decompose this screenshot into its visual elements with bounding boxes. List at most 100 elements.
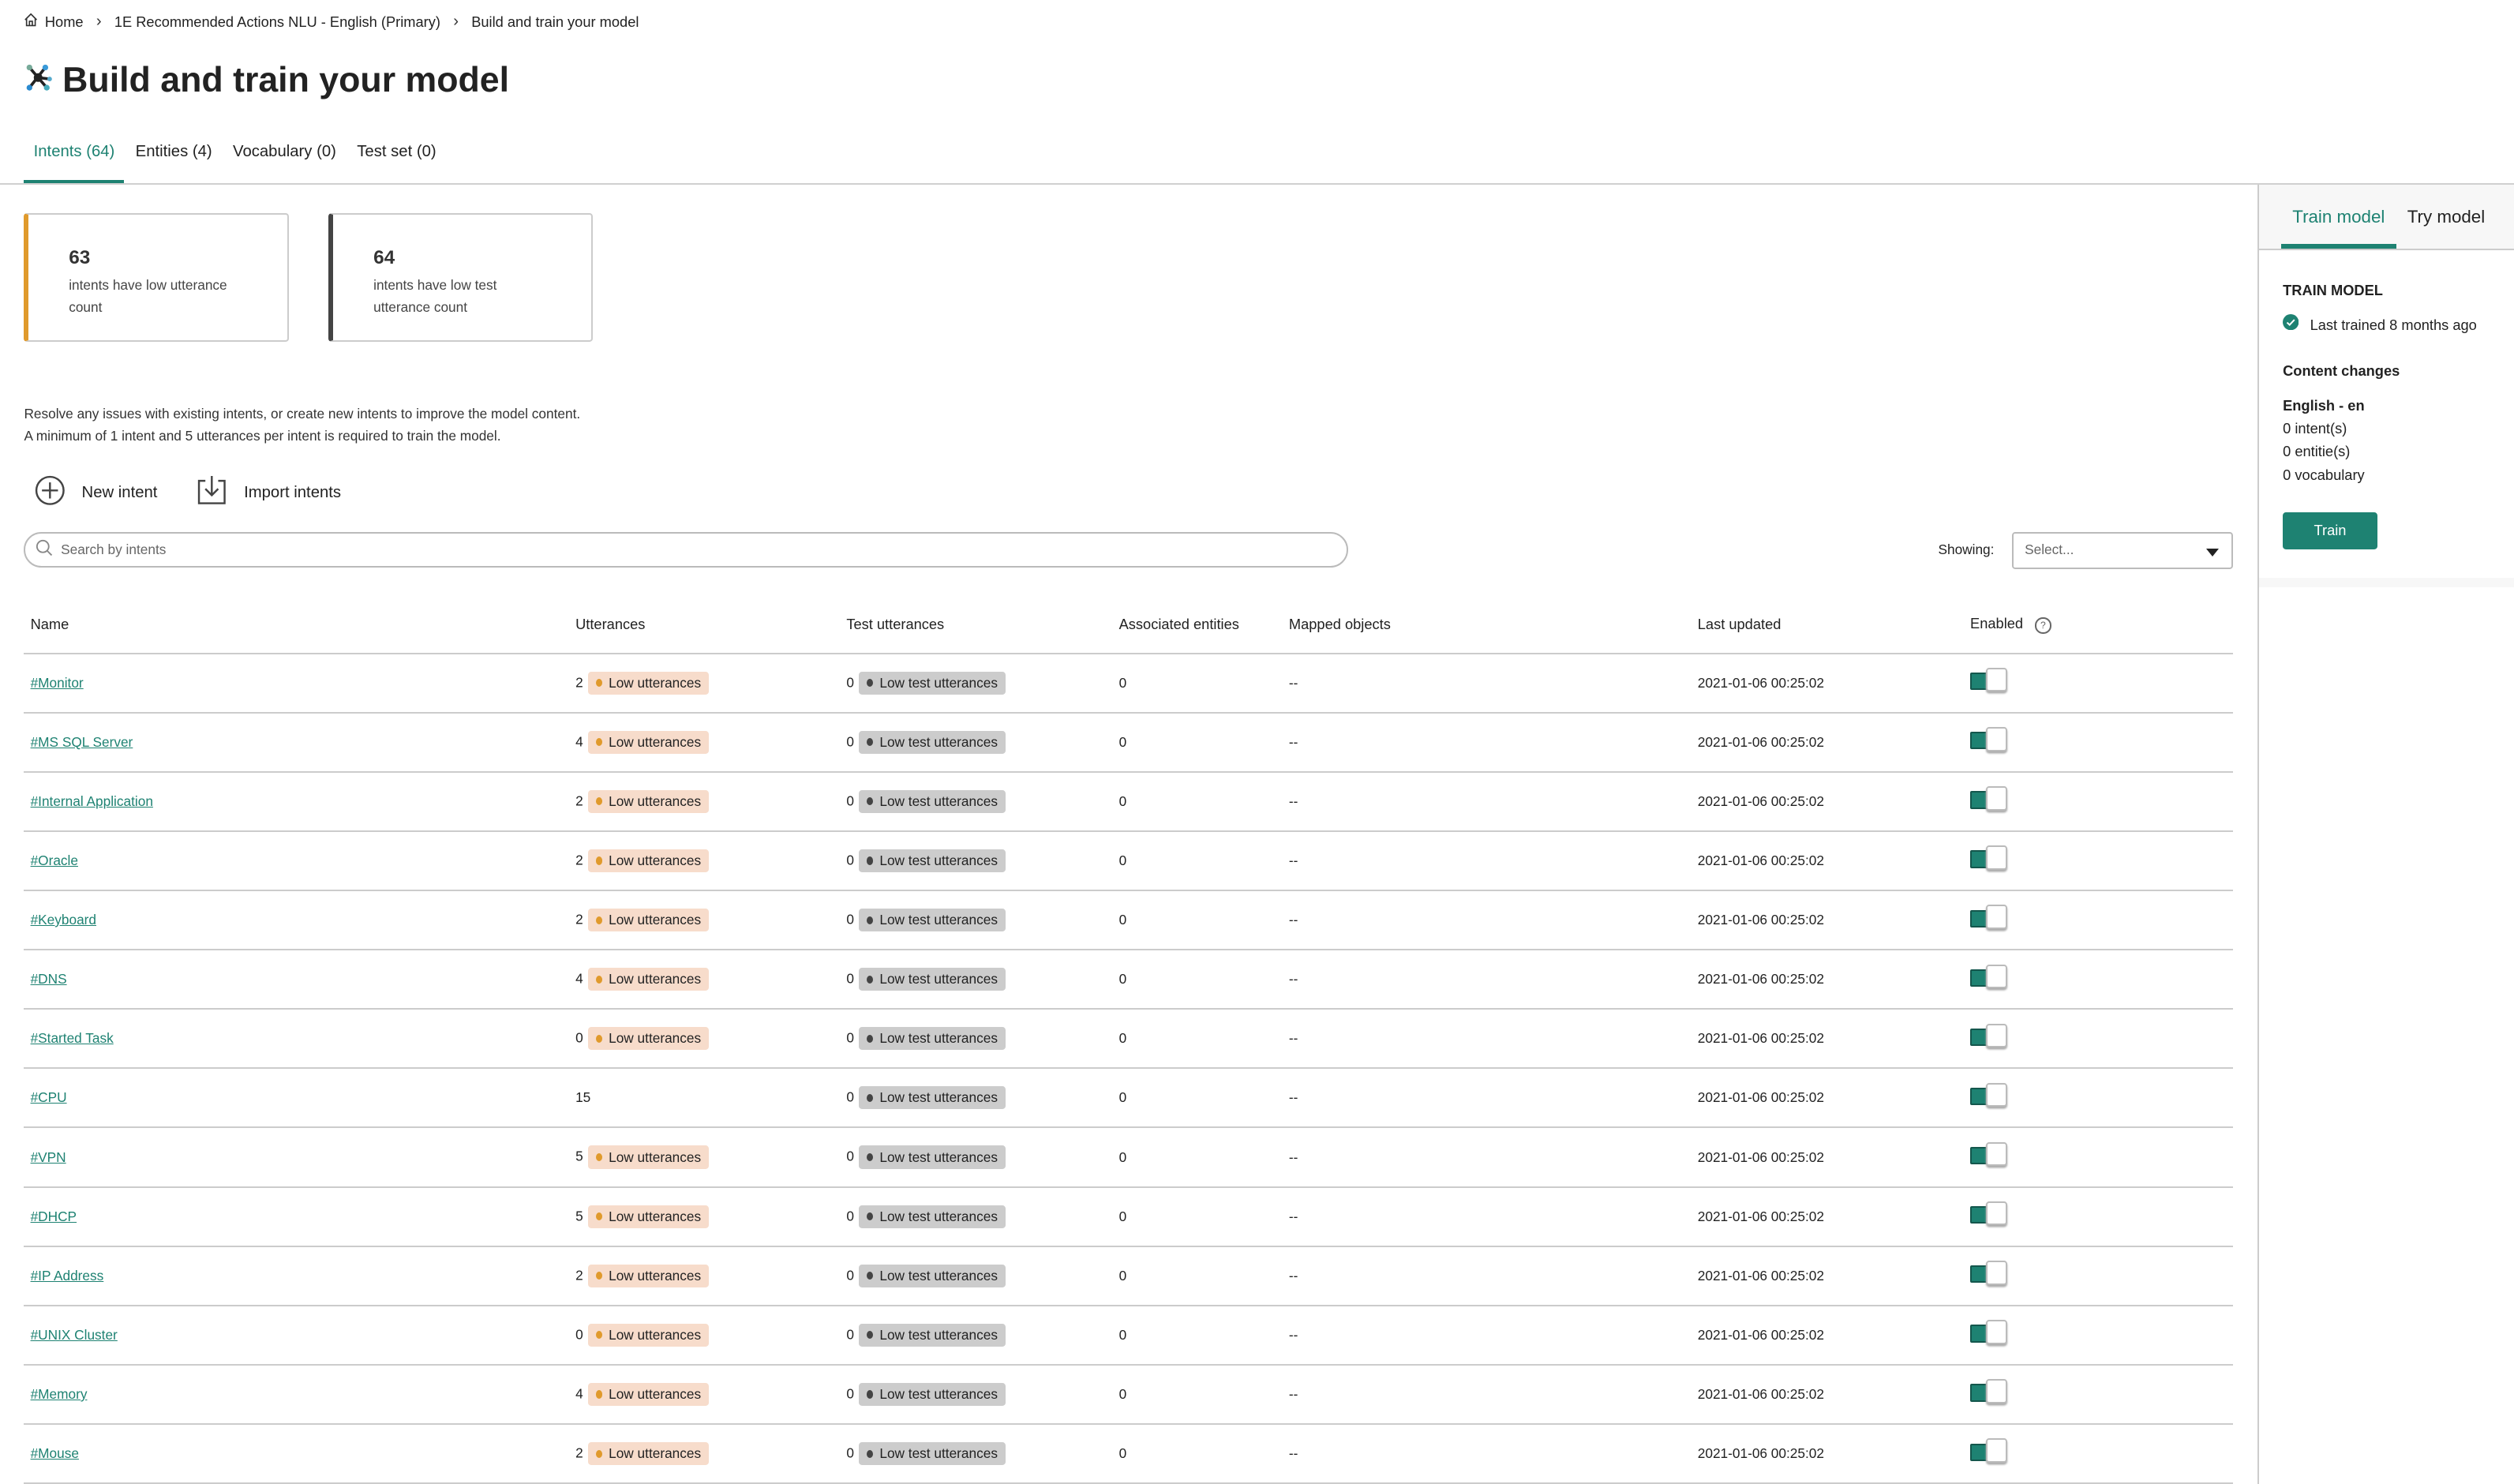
enabled-cell: [1963, 1009, 2234, 1070]
intent-link[interactable]: #DHCP: [30, 1208, 77, 1224]
intent-link[interactable]: #MS SQL Server: [30, 733, 133, 750]
warning-dot-icon: [595, 916, 603, 924]
train-button[interactable]: Train: [2283, 512, 2377, 549]
test-utterances-cell: 0 Low test utterances: [840, 1009, 1113, 1070]
intent-link[interactable]: #IP Address: [30, 1267, 104, 1284]
vocabulary-changes: 0 vocabulary: [2283, 466, 2365, 483]
status-dot-icon: [867, 1331, 874, 1340]
tab-try-model[interactable]: Try model: [2407, 206, 2486, 227]
status-dot-icon: [867, 738, 874, 747]
utterance-count: 2: [575, 674, 583, 691]
col-name[interactable]: Name: [24, 596, 569, 654]
intent-name-cell: #MS SQL Server: [24, 712, 569, 773]
entities-cell: 0: [1112, 653, 1283, 714]
enabled-toggle[interactable]: [1970, 845, 2009, 870]
enabled-toggle[interactable]: [1970, 1141, 2009, 1167]
enabled-toggle[interactable]: [1970, 964, 2009, 988]
col-utterances[interactable]: Utterances: [568, 596, 841, 654]
enabled-toggle[interactable]: [1970, 1379, 2009, 1403]
chevron-right-icon: ›: [453, 13, 459, 31]
badge-label: Low utterances: [609, 1326, 702, 1343]
table-header: Name Utterances Test utterances Associat…: [24, 596, 2234, 654]
col-enabled-label: Enabled: [1970, 615, 2024, 632]
low-test-utterances-badge: Low test utterances: [859, 909, 1006, 932]
enabled-toggle[interactable]: [1970, 727, 2009, 751]
mapped-objects-cell: --: [1282, 771, 1692, 832]
badge-label: Low test utterances: [879, 733, 998, 750]
utterances-cell: 15: [568, 1068, 841, 1129]
enabled-toggle[interactable]: [1970, 1438, 2009, 1463]
test-utterance-count: 0: [846, 1149, 854, 1165]
status-dot-icon: [867, 679, 874, 688]
table-row: #IP Address 2 Low utterances 0 Low test utte…: [24, 1246, 2234, 1306]
utterances-cell: 0 Low utterances: [568, 1305, 841, 1366]
intent-link[interactable]: #DNS: [30, 971, 67, 987]
status-dot-icon: [867, 975, 874, 984]
enabled-toggle[interactable]: [1970, 668, 2009, 692]
import-intents-button[interactable]: Import intents: [196, 474, 341, 512]
intent-link[interactable]: #Keyboard: [30, 912, 96, 928]
table-row: #Internal Application 2 Low utterances 0 Low…: [24, 771, 2234, 832]
tab-intents[interactable]: Intents (64): [24, 138, 125, 186]
intent-link[interactable]: #Internal Application: [30, 793, 153, 809]
col-mapped-objects[interactable]: Mapped objects: [1282, 596, 1692, 654]
breadcrumb-project[interactable]: 1E Recommended Actions NLU - English (Pr…: [114, 13, 440, 30]
intent-link[interactable]: #Started Task: [30, 1030, 114, 1047]
new-intent-button[interactable]: New intent: [34, 474, 157, 512]
utterances-cell: 4 Low utterances: [568, 712, 841, 773]
enabled-cell: [1963, 712, 2234, 773]
low-test-utterance-card[interactable]: 64 intents have low test utterance count: [328, 213, 594, 342]
tab-entities[interactable]: Entities (4): [135, 142, 212, 160]
toggle-knob: [1986, 1261, 2007, 1285]
enabled-toggle[interactable]: [1970, 786, 2009, 811]
enabled-toggle[interactable]: [1970, 905, 2009, 929]
utterance-count: 5: [575, 1208, 583, 1224]
utterance-count: 5: [575, 1149, 583, 1165]
entity-changes: 0 entitie(s): [2283, 443, 2351, 460]
test-utterance-count: 0: [846, 1326, 854, 1343]
test-utterance-count: 0: [846, 1208, 854, 1224]
intent-link[interactable]: #Mouse: [30, 1445, 79, 1462]
toggle-knob: [1986, 845, 2007, 870]
low-utterances-badge: Low utterances: [587, 968, 710, 991]
enabled-toggle[interactable]: [1970, 1023, 2009, 1048]
last-updated-cell: 2021-01-06 00:25:02: [1691, 1246, 1964, 1306]
enabled-cell: [1963, 1246, 2234, 1306]
train-model-heading: TRAIN MODEL: [2283, 282, 2383, 299]
enabled-toggle[interactable]: [1970, 1082, 2009, 1107]
enabled-toggle[interactable]: [1970, 1201, 2009, 1226]
toggle-knob: [1986, 668, 2007, 692]
card-label: intents have low test utterance count: [373, 276, 497, 316]
col-last-updated[interactable]: Last updated: [1691, 596, 1964, 654]
home-icon[interactable]: [24, 13, 38, 31]
tab-train-model[interactable]: Train model: [2281, 185, 2396, 249]
enabled-toggle[interactable]: [1970, 1261, 2009, 1285]
col-associated-entities[interactable]: Associated entities: [1112, 596, 1283, 654]
mapped-objects-cell: --: [1282, 1186, 1692, 1247]
breadcrumb-home[interactable]: Home: [44, 13, 84, 30]
chevron-right-icon: ›: [96, 13, 102, 31]
badge-label: Low test utterances: [879, 971, 998, 987]
low-utterance-card[interactable]: 63 intents have low utterance count: [24, 213, 289, 342]
utterances-cell: 0 Low utterances: [568, 1009, 841, 1070]
tab-vocabulary[interactable]: Vocabulary (0): [233, 142, 336, 160]
enabled-toggle[interactable]: [1970, 1320, 2009, 1344]
info-text: Resolve any issues with existing intents…: [24, 403, 580, 448]
col-test-utterances[interactable]: Test utterances: [840, 596, 1113, 654]
test-utterances-cell: 0 Low test utterances: [840, 712, 1113, 773]
intent-link[interactable]: #UNIX Cluster: [30, 1326, 118, 1343]
search-input[interactable]: Search by intents: [24, 532, 1349, 568]
intent-changes: 0 intent(s): [2283, 419, 2347, 437]
help-icon[interactable]: ?: [2035, 617, 2051, 634]
intent-link[interactable]: #Oracle: [30, 852, 78, 868]
intent-link[interactable]: #Memory: [30, 1385, 88, 1402]
showing-select[interactable]: Select...: [2011, 532, 2234, 569]
low-test-utterances-badge: Low test utterances: [859, 968, 1006, 991]
tab-test-set[interactable]: Test set (0): [357, 142, 436, 160]
mapped-objects-cell: --: [1282, 1127, 1692, 1188]
intent-link[interactable]: #CPU: [30, 1089, 67, 1106]
intent-link[interactable]: #VPN: [30, 1149, 66, 1165]
warning-dot-icon: [595, 975, 603, 984]
utterances-cell: 4 Low utterances: [568, 950, 841, 1010]
intent-link[interactable]: #Monitor: [30, 674, 84, 691]
